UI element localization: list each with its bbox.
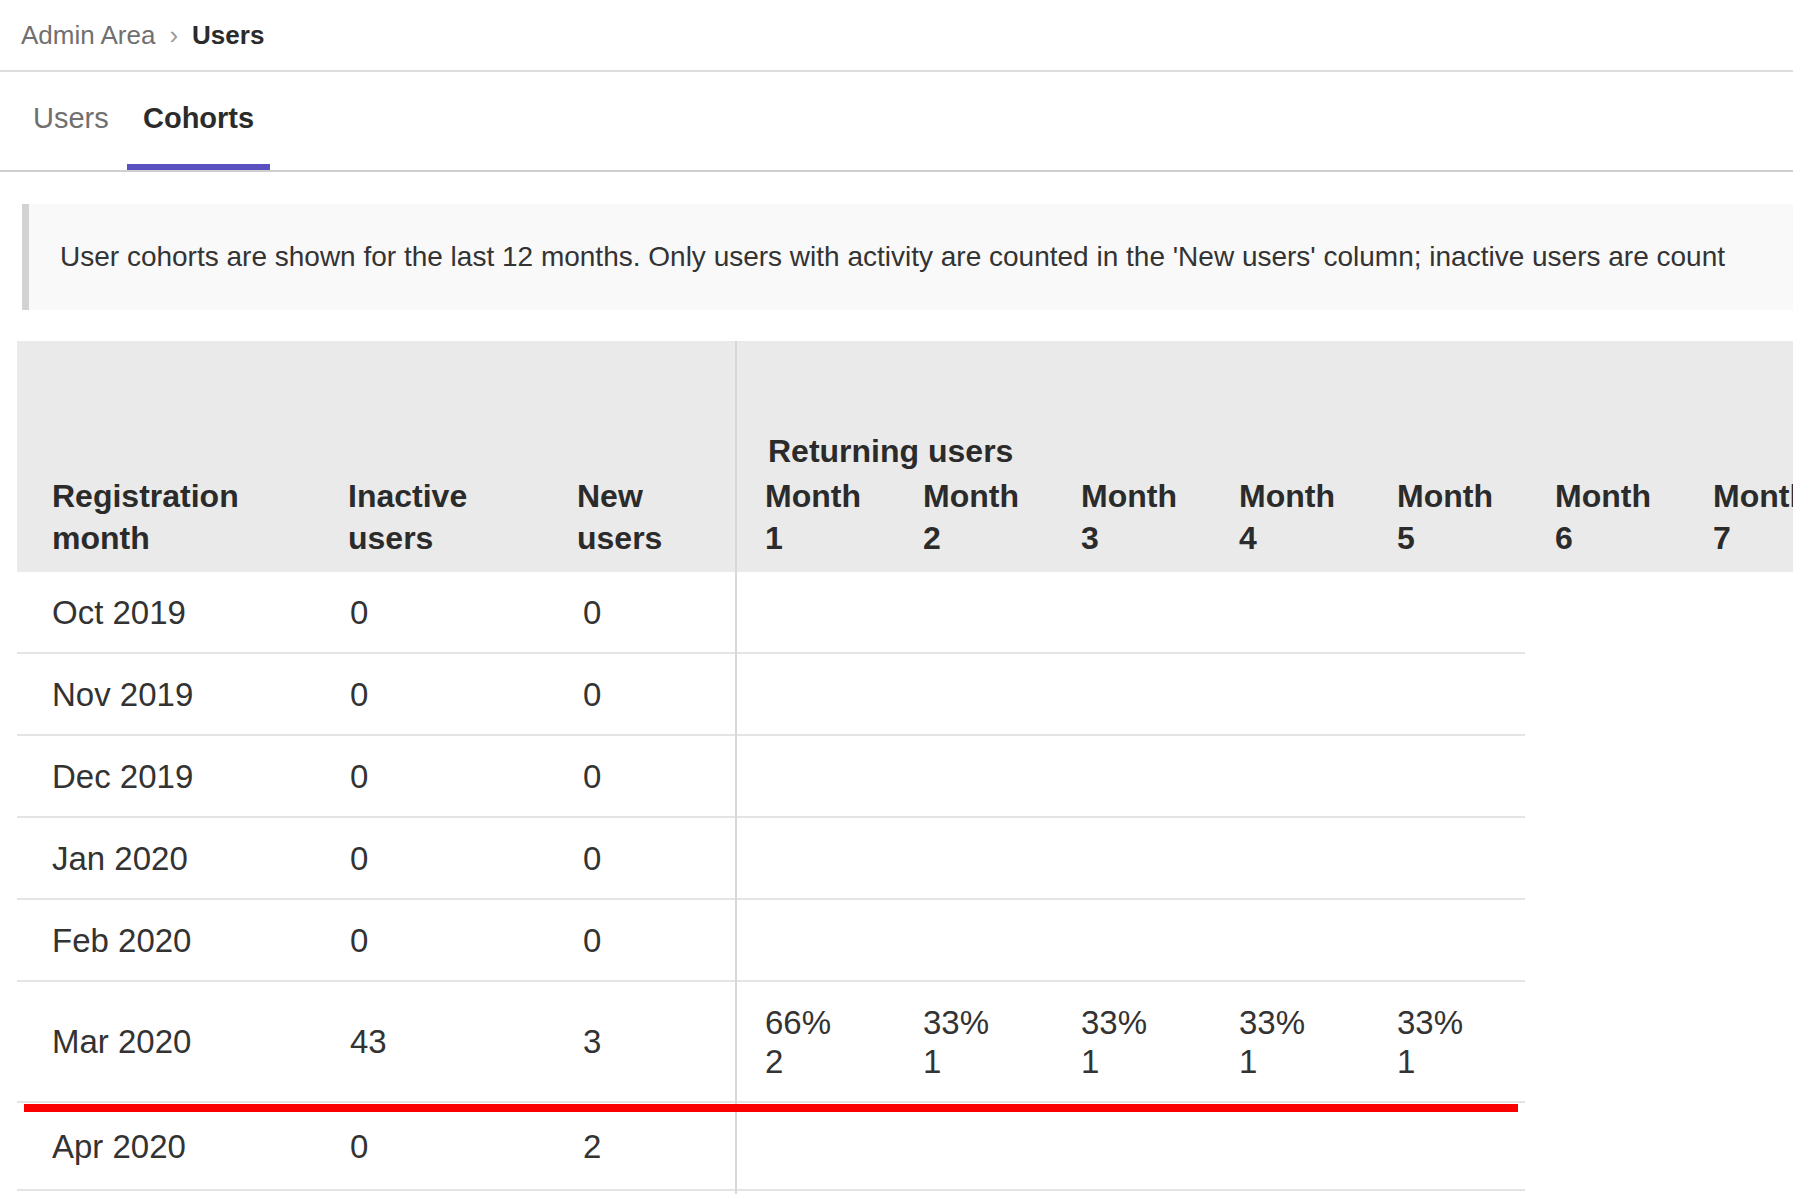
cell-month-2: 33%1 bbox=[923, 982, 989, 1101]
cell-inactive-users: 0 bbox=[350, 900, 368, 980]
cell-registration-month: Oct 2019 bbox=[52, 572, 186, 652]
table-row-oct-2019: Oct 2019 0 0 bbox=[17, 572, 1525, 654]
cell-new-users: 2 bbox=[583, 1103, 601, 1189]
cell-new-users: 3 bbox=[583, 982, 601, 1101]
cell-inactive-users: 0 bbox=[350, 736, 368, 816]
cell-inactive-users: 43 bbox=[350, 982, 387, 1101]
col-header-month-2: Month2 bbox=[923, 475, 1019, 559]
cell-new-users: 0 bbox=[583, 736, 601, 816]
cell-registration-month: Jan 2020 bbox=[52, 818, 188, 898]
cell-inactive-users: 0 bbox=[350, 572, 368, 652]
col-header-month-6: Month6 bbox=[1555, 475, 1651, 559]
cell-month-5: 33%1 bbox=[1397, 982, 1463, 1101]
col-header-month-3: Month3 bbox=[1081, 475, 1177, 559]
breadcrumb-link-admin-area[interactable]: Admin Area bbox=[21, 20, 155, 51]
col-header-month-5: Month5 bbox=[1397, 475, 1493, 559]
cell-inactive-users: 0 bbox=[350, 818, 368, 898]
cell-registration-month: Mar 2020 bbox=[52, 982, 191, 1101]
column-divider bbox=[735, 341, 737, 1194]
cell-inactive-users: 0 bbox=[350, 654, 368, 734]
cohorts-table-header: Registrationmonth Inactiveusers Newusers… bbox=[17, 341, 1793, 572]
tabs-bar: Users Cohorts bbox=[0, 72, 1793, 172]
cell-inactive-users: 0 bbox=[350, 1103, 368, 1189]
breadcrumb-current-users: Users bbox=[192, 20, 264, 51]
tab-cohorts[interactable]: Cohorts bbox=[143, 72, 254, 164]
table-row-jan-2020: Jan 2020 0 0 bbox=[17, 818, 1525, 900]
info-banner: User cohorts are shown for the last 12 m… bbox=[22, 204, 1793, 310]
cell-new-users: 0 bbox=[583, 818, 601, 898]
tab-users[interactable]: Users bbox=[33, 72, 109, 164]
table-row-mar-2020: Mar 2020 43 3 66%2 33%1 33%1 33%1 33%1 bbox=[17, 982, 1525, 1103]
active-tab-indicator bbox=[127, 164, 270, 170]
admin-cohorts-page: Admin Area › Users Users Cohorts User co… bbox=[0, 0, 1793, 1194]
info-banner-text: User cohorts are shown for the last 12 m… bbox=[29, 241, 1725, 273]
cohorts-table-body: Oct 201900Nov 201900Dec 201900Jan 202000… bbox=[17, 572, 1525, 1191]
cell-month-4: 33%1 bbox=[1239, 982, 1305, 1101]
cell-month-1: 66%2 bbox=[765, 982, 831, 1101]
cell-registration-month: Apr 2020 bbox=[52, 1103, 186, 1189]
table-row-apr-2020: Apr 2020 0 2 bbox=[17, 1103, 1525, 1191]
table-row-dec-2019: Dec 2019 0 0 bbox=[17, 736, 1525, 818]
cell-registration-month: Feb 2020 bbox=[52, 900, 191, 980]
table-row-nov-2019: Nov 2019 0 0 bbox=[17, 654, 1525, 736]
cell-registration-month: Nov 2019 bbox=[52, 654, 193, 734]
col-header-inactive-users: Inactiveusers bbox=[348, 475, 467, 559]
chevron-right-icon: › bbox=[169, 20, 178, 51]
col-header-new-users: Newusers bbox=[577, 475, 662, 559]
table-row-feb-2020: Feb 2020 0 0 bbox=[17, 900, 1525, 982]
col-header-month-7: Month7 bbox=[1713, 475, 1793, 559]
red-annotation-line bbox=[24, 1104, 1518, 1112]
col-header-month-4: Month4 bbox=[1239, 475, 1335, 559]
cell-new-users: 0 bbox=[583, 572, 601, 652]
returning-users-group-header: Returning users bbox=[768, 433, 1013, 470]
breadcrumb: Admin Area › Users bbox=[0, 0, 1793, 72]
cell-new-users: 0 bbox=[583, 900, 601, 980]
col-header-registration-month: Registrationmonth bbox=[52, 475, 239, 559]
cell-new-users: 0 bbox=[583, 654, 601, 734]
col-header-month-1: Month1 bbox=[765, 475, 861, 559]
cell-registration-month: Dec 2019 bbox=[52, 736, 193, 816]
cell-month-3: 33%1 bbox=[1081, 982, 1147, 1101]
